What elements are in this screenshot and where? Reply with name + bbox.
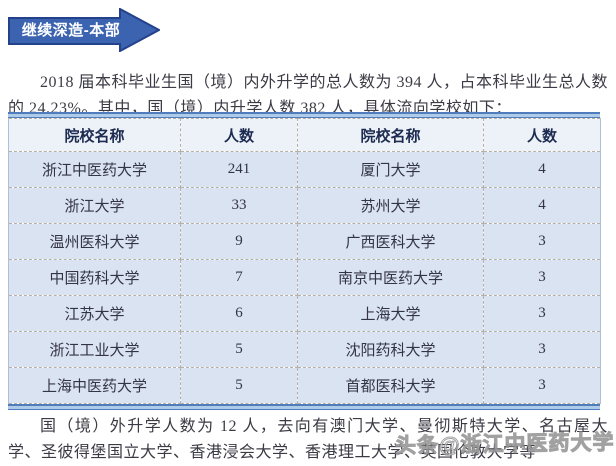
school-cell: 浙江大学 <box>8 187 181 224</box>
right-arrow-icon <box>8 8 160 52</box>
school-cell: 厦门大学 <box>297 151 484 188</box>
count-cell: 3 <box>483 367 601 404</box>
section-banner-label: 继续深造-本部 <box>21 22 121 39</box>
count-cell: 5 <box>180 331 298 368</box>
school-cell: 中国药科大学 <box>8 259 181 296</box>
count-cell: 6 <box>180 295 298 332</box>
school-cell: 广西医科大学 <box>297 223 484 260</box>
table-bottom-border <box>8 404 600 410</box>
count-cell: 5 <box>180 367 298 404</box>
table-header-row: 院校名称 人数 院校名称 人数 <box>8 118 601 152</box>
school-cell: 浙江工业大学 <box>8 331 181 368</box>
count-cell: 3 <box>483 331 601 368</box>
school-cell: 南京中医药大学 <box>297 259 484 296</box>
table-row: 浙江工业大学 5 沈阳药科大学 3 <box>8 331 601 368</box>
header-count-1: 人数 <box>180 118 298 152</box>
school-cell: 苏州大学 <box>297 187 484 224</box>
school-cell: 江苏大学 <box>8 295 181 332</box>
school-cell: 首都医科大学 <box>297 367 484 404</box>
count-cell: 9 <box>180 223 298 260</box>
table-row: 上海中医药大学 5 首都医科大学 3 <box>8 367 601 404</box>
table-row: 江苏大学 6 上海大学 3 <box>8 295 601 332</box>
school-cell: 温州医科大学 <box>8 223 181 260</box>
table-row: 浙江大学 33 苏州大学 4 <box>8 187 601 224</box>
section-banner: 继续深造-本部 <box>8 8 160 52</box>
header-school-2: 院校名称 <box>297 118 484 152</box>
count-cell: 3 <box>483 259 601 296</box>
table-row: 浙江中医药大学 241 厦门大学 4 <box>8 151 601 188</box>
count-cell: 3 <box>483 223 601 260</box>
outro-paragraph: 国（境）外升学人数为 12 人，去向有澳门大学、曼彻斯特大学、名古屋大学、圣彼得… <box>8 418 608 461</box>
table-top-border <box>8 112 600 118</box>
count-cell: 33 <box>180 187 298 224</box>
header-count-2: 人数 <box>483 118 601 152</box>
school-cell: 浙江中医药大学 <box>8 151 181 188</box>
school-cell: 上海大学 <box>297 295 484 332</box>
table-row: 温州医科大学 9 广西医科大学 3 <box>8 223 601 260</box>
header-school-1: 院校名称 <box>8 118 181 152</box>
school-cell: 上海中医药大学 <box>8 367 181 404</box>
school-cell: 沈阳药科大学 <box>297 331 484 368</box>
count-cell: 4 <box>483 151 601 188</box>
count-cell: 241 <box>180 151 298 188</box>
count-cell: 7 <box>180 259 298 296</box>
count-cell: 4 <box>483 187 601 224</box>
count-cell: 3 <box>483 295 601 332</box>
admission-destination-table: 院校名称 人数 院校名称 人数 浙江中医药大学 241 厦门大学 4 浙江大学 … <box>8 112 601 410</box>
table-row: 中国药科大学 7 南京中医药大学 3 <box>8 259 601 296</box>
